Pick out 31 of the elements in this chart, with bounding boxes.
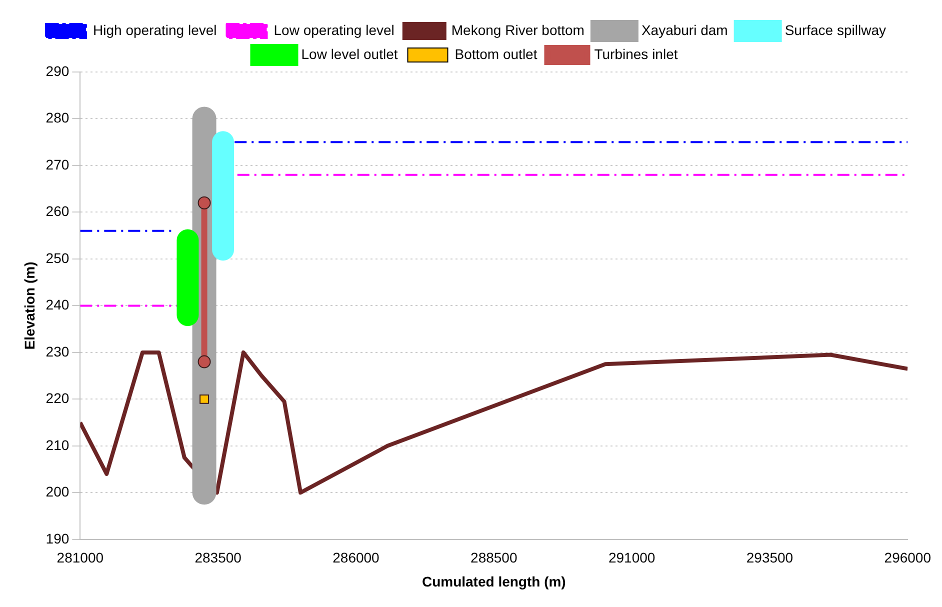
point — [198, 196, 211, 210]
y-tick-label: 220 — [46, 390, 70, 406]
point — [200, 394, 210, 404]
x-tick-label: 286000 — [332, 550, 380, 566]
x-axis-title: Cumulated length (m) — [422, 573, 566, 590]
y-tick-label: 270 — [46, 156, 70, 172]
legend-label: Surface spillway — [784, 22, 886, 38]
y-tick-label: 260 — [46, 203, 70, 220]
x-tick-label: 288500 — [470, 550, 518, 566]
y-tick-label: 190 — [46, 530, 70, 546]
legend-label: Xayaburi dam — [641, 22, 728, 38]
x-tick-label: 281000 — [56, 550, 104, 566]
x-tick-label: 291000 — [608, 550, 656, 566]
y-tick-label: 240 — [46, 296, 70, 313]
y-tick-label: 250 — [46, 250, 70, 266]
x-tick-label: 293500 — [746, 550, 794, 566]
x-tick-label: 296000 — [884, 550, 932, 566]
x-tick-label: 283500 — [194, 550, 242, 566]
legend-label: High operating level — [93, 22, 217, 38]
y-tick-label: 230 — [46, 343, 70, 360]
legend-label: Mekong River bottom — [451, 22, 584, 38]
legend-label: Bottom outlet — [454, 46, 538, 62]
y-axis-title: Elevation (m) — [21, 262, 38, 350]
legend-label: Low operating level — [274, 22, 394, 38]
legend-label: Low level outlet — [301, 46, 398, 62]
y-tick-label: 290 — [46, 62, 70, 79]
point — [198, 355, 211, 368]
y-tick-label: 200 — [46, 484, 70, 500]
legend-label: Turbines inlet — [594, 46, 678, 62]
y-tick-label: 210 — [46, 436, 70, 453]
y-tick-label: 280 — [46, 110, 70, 126]
